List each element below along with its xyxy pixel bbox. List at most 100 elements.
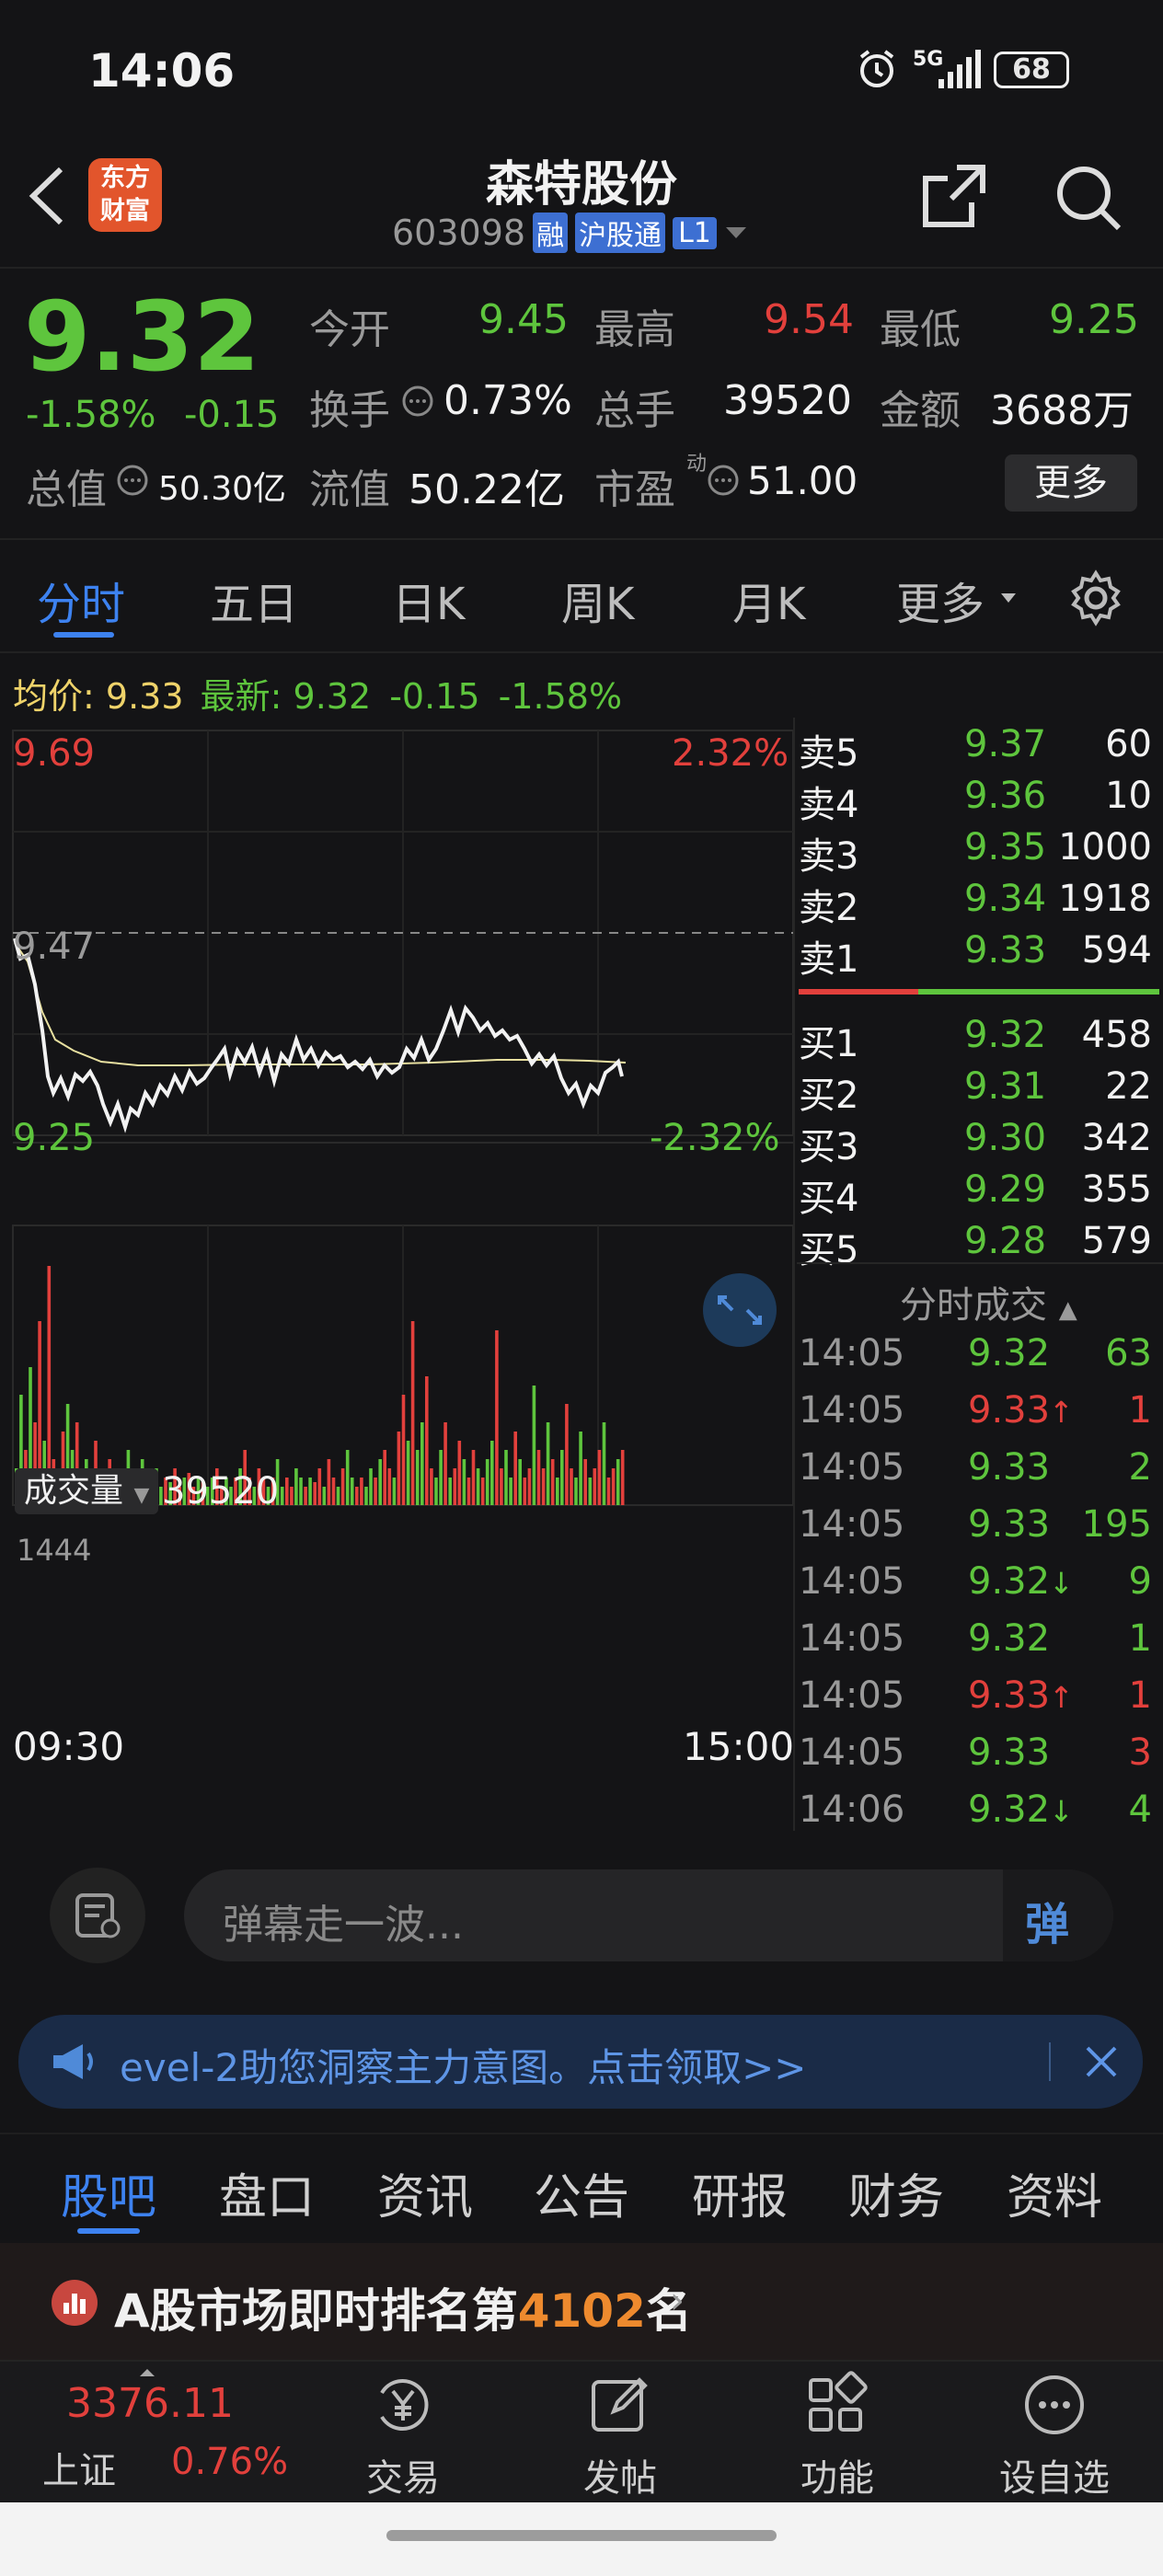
volume-bar	[597, 1450, 602, 1505]
chevron-down-icon[interactable]	[724, 224, 748, 242]
volume-bar	[406, 1441, 410, 1505]
tab-profile[interactable]: 资料	[1007, 2170, 1103, 2225]
ask-label: 卖3	[799, 835, 859, 878]
ask-row[interactable]: 卖4 9.36 10	[799, 775, 1157, 826]
index-pct: 0.76%	[171, 2441, 289, 2483]
latest-pct: -1.58%	[498, 676, 623, 717]
ask-row[interactable]: 卖1 9.33 594	[799, 929, 1157, 981]
tab-intraday[interactable]: 分时	[37, 579, 126, 630]
trade-label: 交易	[366, 2457, 440, 2500]
tab-forum[interactable]: 股吧	[61, 2170, 157, 2225]
volume-bar	[220, 1487, 224, 1505]
chart-ref-price: 9.47	[13, 926, 96, 968]
tab-announcements[interactable]: 公告	[534, 2170, 630, 2225]
back-icon[interactable]	[26, 166, 66, 226]
trade-price: 9.32	[968, 1788, 1051, 1831]
close-icon[interactable]	[1084, 2044, 1119, 2079]
volume-bar	[327, 1459, 331, 1505]
trade-time: 14:06	[799, 1788, 905, 1831]
volume-bar	[252, 1487, 257, 1505]
ask-price: 9.36	[964, 775, 1047, 817]
more-button[interactable]: 更多	[1005, 454, 1137, 512]
tab-daily-k[interactable]: 日K	[392, 579, 466, 630]
ask-qty: 60	[1105, 723, 1152, 765]
compose-button[interactable]	[50, 1868, 145, 1963]
volume-bar	[350, 1478, 354, 1505]
bid-qty: 355	[1081, 1168, 1152, 1211]
turnover-value: 0.73%	[443, 377, 572, 424]
trade-button[interactable]: 交易	[329, 2371, 477, 2501]
index-widget[interactable]: 3376.11 上证 0.76%	[0, 2362, 313, 2504]
trade-qty: 9	[1128, 1560, 1152, 1603]
bid-row[interactable]: 买1 9.32 458	[799, 1014, 1157, 1065]
ask-row[interactable]: 卖3 9.35 1000	[799, 826, 1157, 878]
volume-bar	[29, 1367, 32, 1505]
search-icon[interactable]	[1053, 162, 1124, 234]
volume-bar	[536, 1450, 541, 1505]
yen-cycle-icon	[380, 2379, 429, 2431]
ask-price: 9.35	[964, 826, 1047, 868]
promo-banner[interactable]: evel-2助您洞察主力意图。点击领取>>	[18, 2015, 1143, 2109]
volume-bar	[500, 1468, 503, 1505]
info-icon[interactable]	[401, 385, 434, 418]
volume-bar	[392, 1478, 397, 1505]
latest-label: 最新:	[200, 676, 282, 717]
trade-row: 14:05 9.32 1	[799, 1617, 1157, 1673]
volume-bar	[588, 1478, 593, 1505]
rank-strip[interactable]: A股市场即时排名第4102名 ›	[0, 2243, 1163, 2360]
tab-finance[interactable]: 财务	[848, 2170, 945, 2225]
trade-time: 14:05	[799, 1332, 905, 1374]
bid-row[interactable]: 买2 9.31 22	[799, 1065, 1157, 1117]
banner-text: evel-2助您洞察主力意图。点击领取>>	[120, 2045, 807, 2090]
share-icon[interactable]	[920, 162, 988, 230]
tab-orderbook[interactable]: 盘口	[219, 2170, 316, 2225]
ask-qty: 10	[1105, 775, 1152, 817]
tab-more[interactable]: 更多	[896, 579, 985, 630]
volume-total: 39520	[162, 1470, 280, 1512]
bid-row[interactable]: 买4 9.29 355	[799, 1168, 1157, 1220]
bid-row[interactable]: 买5 9.28 579	[799, 1220, 1157, 1271]
bid-row[interactable]: 买3 9.30 342	[799, 1117, 1157, 1168]
volume-bar	[290, 1487, 294, 1505]
tab-five-day[interactable]: 五日	[210, 579, 299, 630]
ask-row[interactable]: 卖2 9.34 1918	[799, 878, 1157, 929]
tab-news[interactable]: 资讯	[377, 2170, 474, 2225]
info-icon[interactable]	[116, 464, 149, 497]
mktcap-label: 总值	[26, 466, 107, 513]
volume-bar	[574, 1478, 578, 1505]
home-indicator[interactable]	[386, 2530, 777, 2541]
volume-bar	[182, 1478, 187, 1505]
post-label: 发帖	[583, 2457, 657, 2500]
volume-bar	[541, 1468, 546, 1505]
tab-monthly-k[interactable]: 月K	[732, 579, 806, 630]
volume-bar	[374, 1478, 377, 1505]
trade-row: 14:05 9.32 ↓ 9	[799, 1560, 1157, 1616]
volume-bar	[173, 1468, 177, 1505]
float-label: 流值	[309, 466, 390, 513]
post-button[interactable]: 发帖	[547, 2371, 694, 2501]
volume-bar	[410, 1321, 415, 1505]
expand-button[interactable]	[703, 1273, 777, 1347]
price-line	[13, 937, 624, 1133]
tab-research[interactable]: 研报	[692, 2170, 789, 2225]
watchlist-button[interactable]: 设自选	[981, 2371, 1128, 2501]
trade-row: 14:05 9.32 63	[799, 1332, 1157, 1387]
danmu-input[interactable]: 弹幕走一波... 弹	[184, 1869, 1113, 1961]
ask-label: 卖2	[799, 887, 859, 929]
volume-bar	[280, 1487, 284, 1505]
chevron-down-icon: ▼	[133, 1484, 150, 1507]
info-icon[interactable]	[707, 464, 740, 497]
ask-row[interactable]: 卖5 9.37 60	[799, 723, 1157, 775]
danmu-toggle[interactable]: 弹	[1003, 1869, 1113, 1961]
latest-value: 9.32	[293, 676, 372, 717]
turnover-label: 换手	[309, 387, 390, 434]
functions-button[interactable]: 功能	[764, 2371, 911, 2501]
settings-gear-icon[interactable]	[1067, 569, 1124, 627]
time-end: 15:00	[683, 1724, 795, 1769]
volume-selector[interactable]: 成交量 ▼	[15, 1468, 159, 1514]
index-value: 3376.11	[66, 2380, 234, 2427]
trades-title[interactable]: 分时成交 ▲	[900, 1275, 1077, 1328]
volume-bar	[504, 1450, 508, 1505]
volume-bar	[611, 1468, 616, 1505]
tab-weekly-k[interactable]: 周K	[561, 579, 635, 630]
